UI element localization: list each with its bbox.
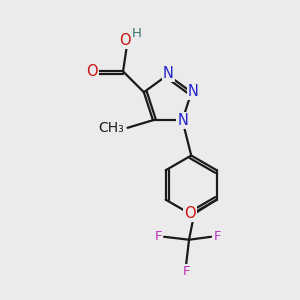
Text: F: F bbox=[154, 230, 162, 243]
Text: N: N bbox=[163, 66, 174, 81]
Text: F: F bbox=[213, 230, 221, 243]
Text: F: F bbox=[182, 265, 190, 278]
Text: O: O bbox=[184, 206, 196, 221]
Text: O: O bbox=[119, 33, 131, 48]
Text: N: N bbox=[188, 84, 199, 99]
Text: O: O bbox=[86, 64, 98, 79]
Text: N: N bbox=[178, 113, 188, 128]
Text: CH₃: CH₃ bbox=[98, 121, 124, 135]
Text: H: H bbox=[132, 27, 142, 40]
